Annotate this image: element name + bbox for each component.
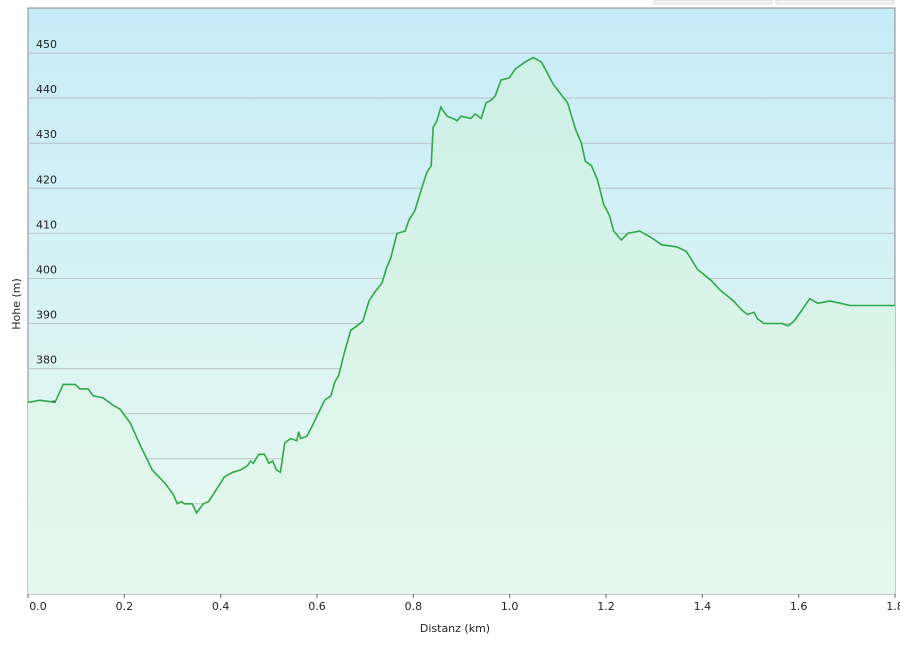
x-axis-label: Distanz (km) — [420, 622, 490, 635]
y-tick-label: 430 — [36, 128, 57, 141]
x-tick-label: 0.0 — [29, 600, 47, 613]
area-fill — [28, 57, 895, 595]
x-tick-label: 0.6 — [308, 600, 326, 613]
x-tick-label: 1.0 — [501, 600, 519, 613]
y-tick-label: 400 — [36, 263, 57, 276]
y-tick-label: 440 — [36, 83, 57, 96]
x-tick-label: 1.6 — [790, 600, 808, 613]
x-tick-label: 1.4 — [694, 600, 712, 613]
y-tick-label: 380 — [36, 354, 57, 367]
x-tick-label: 0.4 — [212, 600, 230, 613]
x-tick-label: 1.8 — [886, 600, 900, 613]
x-tick-label: 0.8 — [405, 600, 423, 613]
y-tick-label: 450 — [36, 38, 57, 51]
x-tick-label: 1.2 — [597, 600, 615, 613]
y-axis-label: Hohe (m) — [10, 278, 23, 330]
y-tick-label: 410 — [36, 218, 57, 231]
tab — [775, 0, 895, 5]
x-tick-label: 0.2 — [116, 600, 134, 613]
y-tick-label: 390 — [36, 309, 57, 322]
tab — [653, 0, 773, 5]
elevation-line — [27, 56, 895, 515]
y-tick-label: 420 — [36, 173, 57, 186]
